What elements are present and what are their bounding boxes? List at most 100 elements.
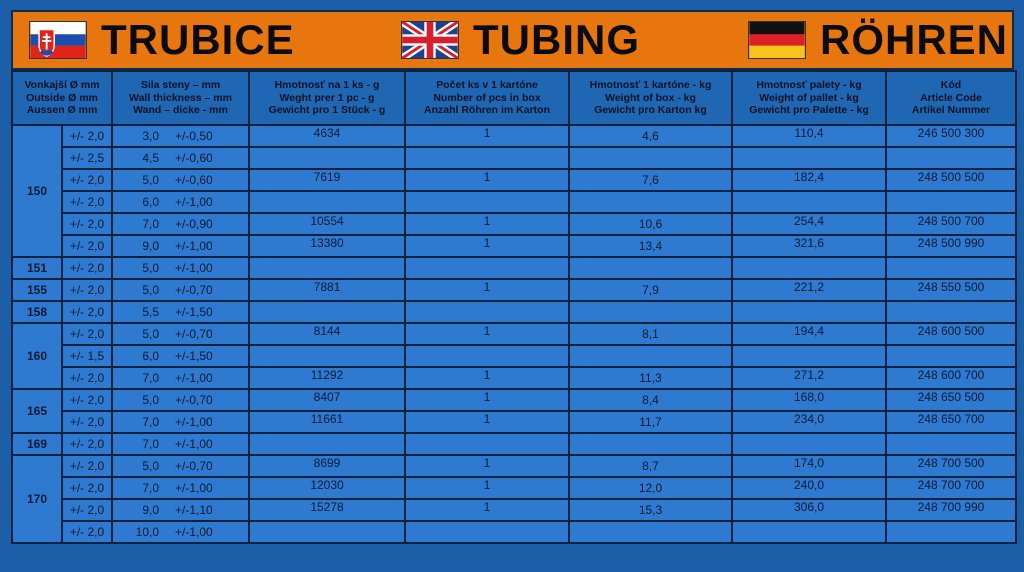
wall-thickness-cell: 7,0 +/-1,00	[111, 476, 250, 500]
box-weight-cell: 11,7	[568, 410, 733, 434]
outside-diameter-cell: 160	[11, 322, 63, 390]
box-weight-cell	[568, 146, 733, 170]
wall-thickness-value: 4,5	[142, 151, 159, 165]
title-en-text: TUBING	[473, 16, 640, 63]
column-header-line: Weight of box - kg	[605, 91, 696, 104]
title-sk-text: TRUBICE	[101, 16, 295, 63]
weight-per-piece-cell: 8699	[248, 454, 406, 478]
wall-thickness-value: 5,0	[142, 393, 159, 407]
wall-thickness-tolerance: +/-0,70	[175, 459, 213, 473]
wall-thickness-cell: 4,5 +/-0,60	[111, 146, 250, 170]
table-row: +/- 2,5 4,5 +/-0,60	[12, 146, 1017, 170]
weight-per-piece-cell: 4634	[248, 124, 406, 148]
wall-thickness-value: 5,0	[142, 173, 159, 187]
weight-per-piece-cell	[248, 300, 406, 324]
table-row: +/- 2,0 9,0 +/-1,00 13380 1 13,4 321,6 248 500 …	[12, 234, 1017, 258]
outside-diameter-cell: 165	[11, 388, 63, 434]
pieces-per-box-cell: 1	[404, 168, 570, 192]
pieces-per-box-cell	[404, 344, 570, 368]
wall-thickness-value: 5,0	[142, 283, 159, 297]
pallet-weight-cell: 221,2	[731, 278, 887, 302]
wall-thickness-value: 6,0	[142, 195, 159, 209]
wall-thickness-cell: 5,0 +/-0,70	[111, 388, 250, 412]
column-header-line: Aussen Ø mm	[26, 104, 98, 117]
article-code-cell: 248 500 500	[885, 168, 1017, 192]
pieces-per-box-cell	[404, 190, 570, 214]
article-code-cell	[885, 520, 1017, 544]
box-weight-cell	[568, 256, 733, 280]
table-row: 150 +/- 2,0 3,0 +/-0,50 4634 1 4,6 110,4 246 500…	[11, 124, 1017, 258]
weight-per-piece-cell: 8407	[248, 388, 406, 412]
wall-thickness-cell: 9,0 +/-1,10	[111, 498, 250, 522]
column-header-line: Wand – dicke - mm	[133, 104, 228, 117]
weight-per-piece-cell: 11292	[248, 366, 406, 390]
diameter-tolerance-cell: +/- 2,0	[61, 190, 113, 214]
pallet-weight-cell	[731, 300, 887, 324]
wall-thickness-tolerance: +/-1,00	[175, 371, 213, 385]
diameter-tolerance-cell: +/- 2,0	[61, 234, 113, 258]
diameter-tolerance-cell: +/- 2,0	[61, 454, 113, 478]
article-code-cell	[885, 432, 1017, 456]
wall-thickness-value: 9,0	[142, 239, 159, 253]
pallet-weight-cell: 321,6	[731, 234, 887, 258]
pallet-weight-cell	[731, 190, 887, 214]
wall-thickness-value: 6,0	[142, 349, 159, 363]
diameter-tolerance-cell: +/- 2,0	[61, 256, 113, 280]
diameter-tolerance-cell: +/- 2,0	[61, 520, 113, 544]
diameter-tolerance-cell: +/- 2,0	[61, 410, 113, 434]
article-code-cell: 248 500 990	[885, 234, 1017, 258]
pallet-weight-cell: 271,2	[731, 366, 887, 390]
box-weight-cell: 8,7	[568, 454, 733, 478]
weight-per-piece-cell: 8144	[248, 322, 406, 346]
table-row: +/- 2,0 7,0 +/-1,00 11292 1 11,3 271,2 248 600 …	[12, 366, 1017, 390]
box-weight-cell: 7,6	[568, 168, 733, 192]
pieces-per-box-cell: 1	[404, 498, 570, 522]
weight-per-piece-cell	[248, 344, 406, 368]
column-header-line: Artikel Nummer	[911, 104, 991, 117]
weight-per-piece-cell: 15278	[248, 498, 406, 522]
article-code-cell	[885, 146, 1017, 170]
pallet-weight-cell	[731, 432, 887, 456]
wall-thickness-tolerance: +/-1,00	[175, 437, 213, 451]
diameter-tolerance-cell: +/- 2,0	[61, 300, 113, 324]
column-header-line: Vonkajší Ø mm	[24, 79, 100, 92]
pieces-per-box-cell	[404, 432, 570, 456]
weight-per-piece-cell: 12030	[248, 476, 406, 500]
box-weight-cell	[568, 344, 733, 368]
outside-diameter-cell: 158	[11, 300, 63, 324]
wall-thickness-tolerance: +/-0,70	[175, 327, 213, 341]
pallet-weight-cell: 110,4	[731, 124, 887, 148]
diameter-tolerance-cell: +/- 2,0	[61, 124, 113, 148]
column-header: Kód Article Code Artikel Nummer	[885, 70, 1017, 126]
table-row: 169 +/- 2,0 7,0 +/-1,00	[11, 432, 1017, 456]
pieces-per-box-cell	[404, 520, 570, 544]
wall-thickness-value: 10,0	[135, 525, 159, 539]
pallet-weight-cell	[731, 344, 887, 368]
wall-thickness-cell: 7,0 +/-0,90	[111, 212, 250, 236]
article-code-cell: 248 700 990	[885, 498, 1017, 522]
pieces-per-box-cell	[404, 256, 570, 280]
pallet-weight-cell	[731, 146, 887, 170]
diameter-tolerance-cell: +/- 2,0	[61, 476, 113, 500]
table-row: +/- 2,0 10,0 +/-1,00	[12, 520, 1017, 544]
pallet-weight-cell: 254,4	[731, 212, 887, 236]
pieces-per-box-cell: 1	[404, 278, 570, 302]
pieces-per-box-cell: 1	[404, 212, 570, 236]
article-code-cell: 248 600 500	[885, 322, 1017, 346]
column-header-line: Sila steny – mm	[140, 79, 221, 92]
wall-thickness-tolerance: +/-0,70	[175, 393, 213, 407]
pallet-weight-cell: 240,0	[731, 476, 887, 500]
diameter-tolerance-cell: +/- 2,0	[61, 388, 113, 412]
article-code-cell	[885, 300, 1017, 324]
box-weight-cell	[568, 300, 733, 324]
pallet-weight-cell: 306,0	[731, 498, 887, 522]
table-row: 160 +/- 2,0 5,0 +/-0,70 8144 1 8,1 194,4 248 600…	[11, 322, 1017, 390]
table-row: +/- 2,0 6,0 +/-1,00	[12, 190, 1017, 214]
wall-thickness-value: 9,0	[142, 503, 159, 517]
diameter-tolerance-cell: +/- 2,5	[61, 146, 113, 170]
wall-thickness-value: 5,0	[142, 261, 159, 275]
wall-thickness-value: 7,0	[142, 415, 159, 429]
wall-thickness-cell: 6,0 +/-1,00	[111, 190, 250, 214]
wall-thickness-cell: 10,0 +/-1,00	[111, 520, 250, 544]
